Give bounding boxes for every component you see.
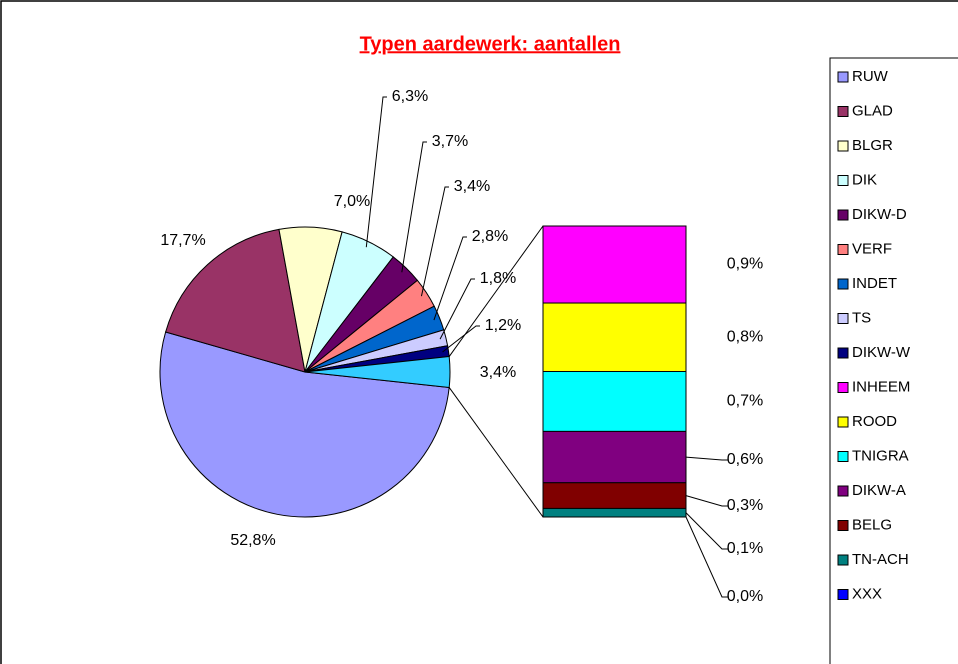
legend-label: INHEEM xyxy=(852,378,910,395)
connector-line xyxy=(448,225,544,357)
legend-swatch xyxy=(837,209,849,221)
bar-label: 0,3% xyxy=(727,497,763,514)
pie-slice xyxy=(159,331,450,518)
legend-label: DIK xyxy=(852,171,877,188)
legend-label: BELG xyxy=(852,516,892,533)
bar-label: 0,9% xyxy=(727,256,763,273)
leader-line xyxy=(365,96,387,248)
legend-swatch xyxy=(837,382,849,393)
legend-label: INDET xyxy=(852,275,897,292)
bar-segment xyxy=(542,430,687,484)
bar-label: 0,7% xyxy=(727,393,763,410)
bar-label: 0,1% xyxy=(727,540,763,557)
bar-segment xyxy=(542,302,687,373)
legend-box xyxy=(829,57,958,664)
chart-title: Typen aardewerk: aantallen xyxy=(360,33,621,55)
legend-swatch xyxy=(837,347,849,359)
legend-swatch xyxy=(837,589,849,600)
slice-label: 3,4% xyxy=(454,178,490,195)
legend-label: TNIGRA xyxy=(852,447,909,464)
leader-line xyxy=(433,236,467,321)
leader-line xyxy=(420,186,449,297)
pie-slice xyxy=(304,356,451,388)
leader-line xyxy=(439,278,475,340)
legend-swatch xyxy=(837,554,849,566)
legend-swatch xyxy=(837,71,849,83)
leader-line xyxy=(685,516,728,598)
leader-line xyxy=(685,512,728,550)
slice-label: 3,7% xyxy=(432,133,468,150)
legend-label: ROOD xyxy=(852,413,897,430)
legend-swatch xyxy=(837,278,849,290)
legend-label: DIKW-A xyxy=(852,482,906,499)
legend-label: BLGR xyxy=(852,137,893,154)
legend-swatch xyxy=(837,175,849,186)
slice-label: 2,8% xyxy=(472,228,508,245)
slice-label: 1,8% xyxy=(480,270,516,287)
bar-segment xyxy=(542,482,687,509)
slice-label: 7,0% xyxy=(334,193,370,210)
legend-label: VERF xyxy=(852,240,892,257)
legend-swatch xyxy=(837,451,849,462)
slice-label: 17,7% xyxy=(160,232,205,249)
leader-line xyxy=(401,141,427,273)
connector-line xyxy=(448,387,544,518)
leader-line xyxy=(442,325,480,353)
legend-label: TN-ACH xyxy=(852,551,909,568)
legend-swatch xyxy=(837,485,849,497)
legend-swatch xyxy=(837,313,849,324)
legend-label: TS xyxy=(852,309,871,326)
legend-label: DIKW-D xyxy=(852,206,907,223)
legend-swatch xyxy=(837,520,849,531)
pie-slice xyxy=(165,228,306,373)
legend-swatch xyxy=(837,140,849,152)
bar-label: 0,6% xyxy=(727,451,763,468)
legend-label: DIKW-W xyxy=(852,344,911,361)
legend-label: RUW xyxy=(852,68,889,85)
slice-label: 1,2% xyxy=(485,317,521,334)
legend-label: GLAD xyxy=(852,102,893,119)
bar-label: 0,8% xyxy=(727,328,763,345)
bar-segment xyxy=(542,225,687,304)
slice-label: 52,8% xyxy=(230,532,275,549)
slice-label: 3,4% xyxy=(480,364,516,381)
bar-label: 0,0% xyxy=(727,588,763,605)
bar-segment xyxy=(542,507,687,518)
legend-swatch xyxy=(837,244,849,255)
leader-line xyxy=(685,495,728,507)
legend-swatch xyxy=(837,416,849,428)
legend-swatch xyxy=(837,106,849,117)
slice-label: 6,3% xyxy=(392,88,428,105)
leader-line xyxy=(685,456,728,461)
bar-segment xyxy=(542,371,687,432)
legend-label: XXX xyxy=(852,585,882,602)
